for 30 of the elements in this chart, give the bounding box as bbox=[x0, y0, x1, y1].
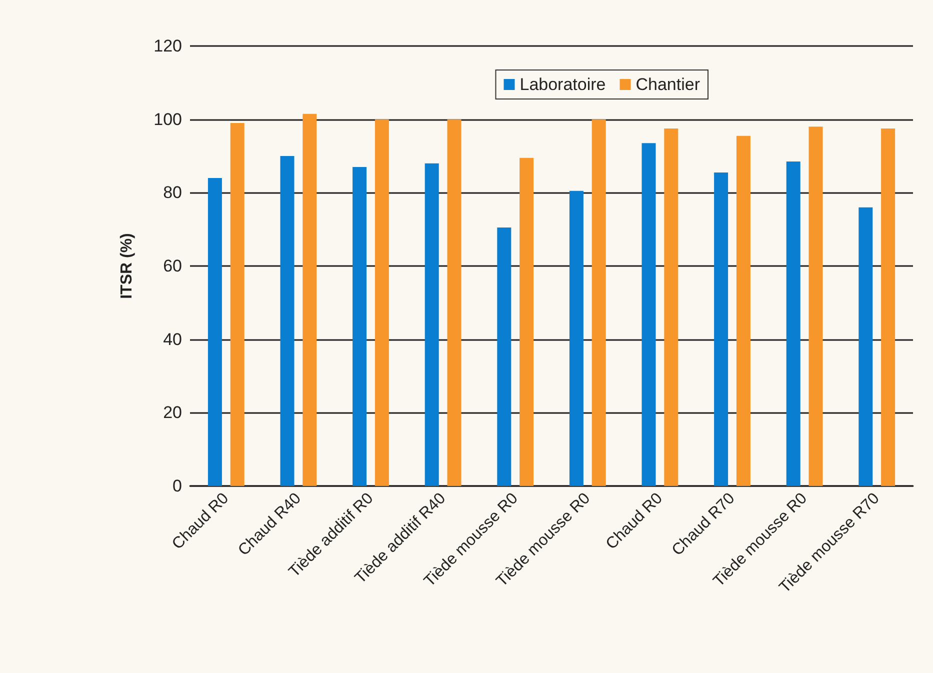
bar bbox=[447, 119, 462, 486]
bar bbox=[520, 158, 534, 486]
bar bbox=[302, 114, 317, 486]
y-axis-title: ITSR (%) bbox=[118, 233, 136, 299]
bar bbox=[280, 156, 294, 486]
bar bbox=[736, 136, 750, 486]
y-tick-label: 60 bbox=[163, 256, 182, 276]
bar bbox=[858, 207, 873, 486]
bar bbox=[230, 123, 244, 486]
bar bbox=[592, 119, 606, 486]
bar bbox=[352, 167, 367, 486]
bar bbox=[569, 190, 584, 486]
bar bbox=[208, 178, 222, 486]
bar bbox=[424, 163, 439, 486]
bar bbox=[808, 126, 823, 486]
legend-label: Laboratoire bbox=[520, 75, 606, 94]
bar bbox=[714, 172, 728, 486]
bar bbox=[497, 228, 512, 486]
y-tick-label: 20 bbox=[163, 403, 182, 422]
bar bbox=[642, 143, 656, 486]
bar bbox=[881, 128, 896, 486]
bar bbox=[664, 128, 678, 486]
legend-label: Chantier bbox=[636, 75, 700, 94]
y-tick-label: 0 bbox=[172, 476, 182, 496]
y-tick-label: 80 bbox=[163, 183, 182, 202]
y-tick-label: 120 bbox=[154, 36, 182, 56]
bar bbox=[786, 162, 800, 486]
y-tick-label: 100 bbox=[154, 110, 182, 129]
bar bbox=[374, 119, 389, 486]
y-tick-label: 40 bbox=[163, 330, 182, 349]
